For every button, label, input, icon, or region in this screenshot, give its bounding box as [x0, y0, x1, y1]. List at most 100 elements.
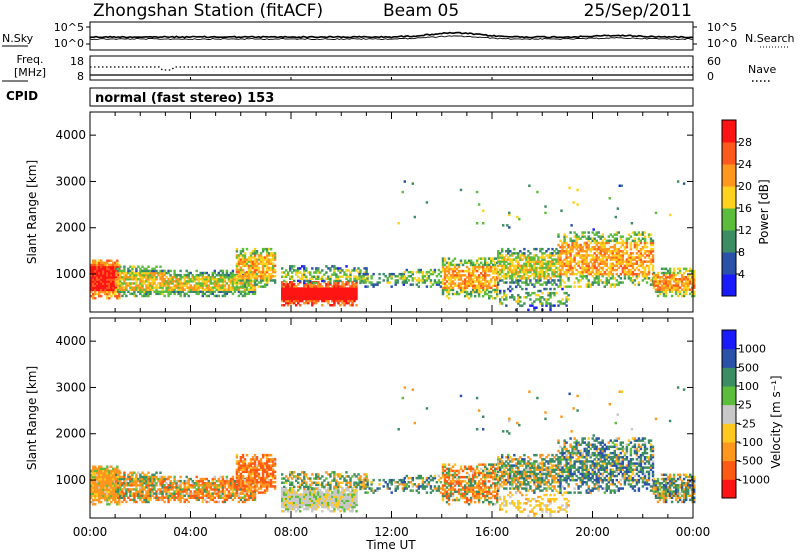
- power-cell: [223, 276, 227, 279]
- power-cell: [565, 241, 568, 245]
- power-cell: [645, 245, 649, 249]
- power-cell: [187, 273, 190, 277]
- power-cell: [482, 209, 485, 212]
- velocity-cell: [112, 488, 115, 491]
- power-cell: [609, 250, 613, 253]
- power-cell: [583, 243, 586, 247]
- power-cell: [293, 301, 296, 305]
- velocity-cell: [102, 496, 105, 500]
- power-cell: [249, 279, 253, 282]
- power-cell: [609, 258, 613, 261]
- power-cell: [325, 271, 328, 274]
- noise-search-trace: [89, 35, 694, 40]
- power-cell: [179, 290, 182, 293]
- power-cell: [331, 273, 334, 276]
- power-cell: [317, 297, 320, 301]
- power-cell: [507, 262, 510, 265]
- power-cell: [325, 291, 328, 294]
- power-cell: [265, 256, 269, 259]
- power-cell: [645, 250, 649, 253]
- power-cell: [507, 250, 510, 253]
- power-cell: [303, 297, 306, 301]
- power-cell: [441, 267, 445, 271]
- power-cell: [581, 247, 584, 251]
- power-cell: [102, 282, 105, 285]
- power-cell: [289, 295, 292, 299]
- power-cell: [664, 282, 668, 285]
- power-cell: [565, 256, 568, 259]
- power-cell: [396, 281, 399, 284]
- power-cell: [293, 297, 296, 301]
- power-cell: [359, 271, 362, 274]
- power-cell: [273, 254, 277, 257]
- power-cell: [121, 276, 124, 279]
- power-cell: [396, 275, 399, 278]
- power-cell: [221, 280, 225, 283]
- power-cell: [429, 279, 433, 282]
- power-cell: [315, 267, 318, 270]
- power-cell: [313, 283, 316, 286]
- power-cell: [687, 286, 690, 289]
- power-cell: [567, 279, 570, 282]
- power-cell: [241, 294, 245, 298]
- power-cell: [94, 286, 97, 290]
- velocity-cell: [114, 492, 117, 496]
- power-cell: [251, 264, 255, 268]
- power-cell: [621, 243, 625, 247]
- power-cell: [499, 270, 502, 274]
- power-cell: [543, 277, 546, 280]
- power-cell: [223, 286, 227, 289]
- power-cell: [682, 182, 686, 185]
- power-cell: [523, 272, 526, 276]
- power-cell: [555, 266, 558, 270]
- power-cell: [557, 268, 560, 272]
- power-cell: [511, 268, 514, 272]
- power-cell: [401, 272, 405, 276]
- power-cell: [249, 252, 253, 255]
- power-cell: [664, 284, 668, 287]
- power-cell: [591, 245, 594, 249]
- power-cell: [271, 270, 275, 274]
- power-cell: [293, 295, 296, 299]
- power-cell: [90, 280, 93, 283]
- velocity-cell: [108, 496, 111, 500]
- power-cell: [123, 267, 126, 271]
- power-cell: [267, 279, 271, 282]
- power-cell: [233, 273, 237, 277]
- power-cell: [593, 264, 596, 268]
- power-cell: [251, 270, 255, 274]
- power-cell: [664, 271, 668, 275]
- power-cell: [565, 252, 568, 255]
- velocity-cell: [110, 486, 113, 489]
- power-cell: [90, 272, 93, 275]
- power-cell: [457, 292, 461, 296]
- power-cell: [115, 280, 118, 283]
- power-cell: [445, 290, 449, 294]
- power-cell: [651, 264, 655, 268]
- power-cell: [331, 299, 334, 303]
- power-cell: [195, 290, 198, 293]
- power-cell: [569, 272, 572, 276]
- power-cell: [149, 288, 152, 291]
- power-cell: [299, 295, 302, 299]
- power-cell: [503, 264, 506, 268]
- power-cell: [291, 287, 294, 290]
- power-cell: [664, 288, 668, 291]
- power-cell: [555, 260, 558, 263]
- power-cell: [386, 281, 389, 284]
- power-cell: [664, 294, 668, 298]
- power-cell: [621, 268, 625, 272]
- power-cell: [255, 260, 259, 263]
- power-cell: [333, 283, 336, 286]
- power-cell: [257, 285, 261, 288]
- power-cell: [494, 263, 497, 267]
- power-cell: [253, 247, 257, 251]
- power-cell: [437, 279, 441, 282]
- power-cell: [549, 262, 552, 265]
- power-cell: [691, 269, 694, 273]
- power-cell: [672, 276, 676, 279]
- power-cell: [327, 275, 330, 278]
- power-cell: [565, 285, 568, 288]
- power-cell: [307, 301, 310, 305]
- power-cell: [527, 250, 530, 253]
